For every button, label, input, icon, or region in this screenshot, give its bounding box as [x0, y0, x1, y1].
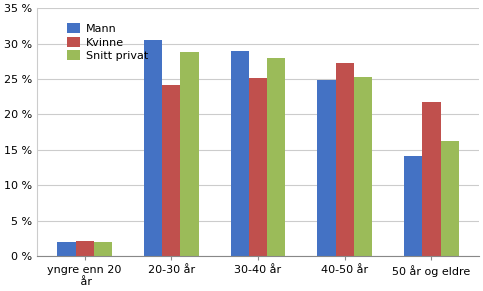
- Bar: [231, 51, 249, 256]
- Bar: [94, 242, 112, 256]
- Bar: [404, 156, 422, 256]
- Bar: [162, 85, 181, 256]
- Bar: [75, 241, 94, 256]
- Legend: Mann, Kvinne, Snitt privat: Mann, Kvinne, Snitt privat: [65, 21, 151, 63]
- Bar: [440, 141, 459, 256]
- Bar: [422, 102, 440, 256]
- Bar: [267, 58, 285, 256]
- Bar: [181, 52, 199, 256]
- Bar: [144, 40, 162, 256]
- Bar: [354, 77, 372, 256]
- Bar: [336, 63, 354, 256]
- Bar: [57, 242, 75, 256]
- Bar: [317, 80, 336, 256]
- Bar: [249, 78, 267, 256]
